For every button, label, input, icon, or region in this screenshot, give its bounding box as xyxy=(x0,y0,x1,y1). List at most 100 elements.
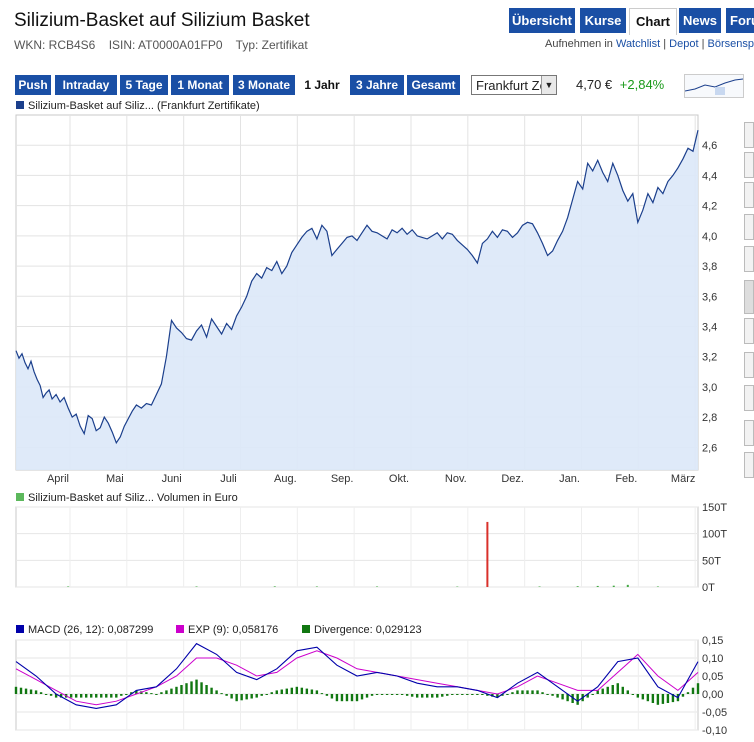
divergence-bar xyxy=(355,694,359,702)
divergence-bar xyxy=(95,694,98,698)
divergence-bar xyxy=(666,694,670,703)
boerse-link[interactable]: Börsensp xyxy=(707,38,754,50)
divergence-bar xyxy=(49,694,53,696)
draw-fib-tool-icon[interactable] xyxy=(744,182,754,208)
export-tool-icon[interactable] xyxy=(744,420,754,446)
macd-y-tick-label: 0,10 xyxy=(702,653,723,665)
divergence-bar xyxy=(215,690,218,694)
price-x-tick-label: Okt. xyxy=(389,473,409,485)
settings-tool-icon[interactable] xyxy=(744,352,754,378)
divergence-bar xyxy=(571,694,574,703)
divergence-bar xyxy=(300,687,304,694)
volume-bar xyxy=(626,584,629,587)
tab-forum[interactable]: Foru xyxy=(726,8,754,33)
exchange-select[interactable]: Frankfurt Zertifikate ▼ xyxy=(471,75,557,95)
range-gesamt[interactable]: Gesamt xyxy=(407,75,460,95)
divergence-bar xyxy=(105,694,108,698)
divergence-bar xyxy=(696,683,700,694)
reset-tool-icon[interactable] xyxy=(744,452,754,478)
divergence-bar xyxy=(385,694,389,695)
divergence-bar xyxy=(671,694,675,703)
chevron-down-icon[interactable]: ▼ xyxy=(541,76,556,94)
divergence-bar xyxy=(235,694,238,702)
print-tool-icon[interactable] xyxy=(744,385,754,411)
volume-y-tick-label: 50T xyxy=(702,555,721,567)
divergence-bar xyxy=(521,690,524,694)
divergence-bar xyxy=(541,692,544,694)
price-x-tick-label: Dez. xyxy=(501,473,524,485)
tab-news[interactable]: News xyxy=(679,8,721,33)
mini-chart-thumbnail[interactable] xyxy=(684,74,744,98)
price-y-tick-label: 4,4 xyxy=(702,170,717,182)
volume-bar xyxy=(538,586,541,587)
price-y-tick-label: 3,0 xyxy=(702,382,717,394)
volume-bar xyxy=(656,586,659,587)
volume-bar xyxy=(486,521,489,587)
divergence-bar xyxy=(165,690,168,694)
depot-link[interactable]: Depot xyxy=(669,38,699,50)
tab-chart[interactable]: Chart xyxy=(629,8,677,35)
type-text: Typ: Zertifikat xyxy=(235,38,308,52)
divergence-bar xyxy=(260,694,263,696)
divergence-bar xyxy=(315,690,319,694)
divergence-bar xyxy=(576,694,579,705)
price-x-tick-label: Aug. xyxy=(274,473,297,485)
price-y-tick-label: 3,8 xyxy=(702,261,717,273)
divergence-bar xyxy=(195,679,198,694)
divergence-bar xyxy=(365,694,369,698)
divergence-bar xyxy=(185,683,188,694)
price-x-tick-label: Feb. xyxy=(615,473,637,485)
range-push[interactable]: Push xyxy=(15,75,51,95)
tab-kurse[interactable]: Kurse xyxy=(580,8,626,33)
security-identifiers: WKN: RCB4S6 ISIN: AT0000A01FP0 Typ: Zert… xyxy=(14,38,318,52)
price-series-line xyxy=(15,129,699,445)
tab-uebersicht[interactable]: Übersicht xyxy=(509,8,575,33)
divergence-bar xyxy=(345,694,349,702)
range-3-jahre[interactable]: 3 Jahre xyxy=(350,75,404,95)
watchlist-link[interactable]: Watchlist xyxy=(615,38,661,50)
price-x-tick-label: Juli xyxy=(220,473,237,485)
exchange-select-value: Frankfurt Zertifikate xyxy=(476,78,544,93)
draw-text-tool-icon[interactable] xyxy=(744,280,754,314)
volume-y-tick-label: 0T xyxy=(702,582,715,594)
volume-legend-swatch xyxy=(16,493,24,501)
exp-series-line xyxy=(15,650,699,706)
divergence-bar xyxy=(310,689,314,694)
volume-bar xyxy=(576,586,579,587)
divergence-bar xyxy=(54,694,58,698)
divergence-bar xyxy=(476,694,479,695)
action-links: Aufnehmen in Watchlist | Depot | Börsens… xyxy=(545,38,754,50)
draw-arrow-tool-icon[interactable] xyxy=(744,246,754,272)
divergence-bar xyxy=(245,694,248,700)
draw-line-tool-icon[interactable] xyxy=(744,122,754,148)
divergence-bar xyxy=(546,694,549,695)
exp-legend-label: EXP (9): 0,058176 xyxy=(188,624,279,636)
wkn-text: WKN: RCB4S6 xyxy=(14,38,96,52)
zoom-tool-icon[interactable] xyxy=(744,318,754,344)
volume-bar xyxy=(612,585,615,587)
mini-chart-icon xyxy=(684,78,744,95)
divergence-bar xyxy=(601,688,604,694)
divergence-bar xyxy=(170,688,173,694)
range-1-monat[interactable]: 1 Monat xyxy=(171,75,229,95)
range-3-monate[interactable]: 3 Monate xyxy=(233,75,295,95)
macd-legend: MACD (26, 12): 0,087299 xyxy=(16,624,153,636)
range-5-tage[interactable]: 5 Tage xyxy=(120,75,168,95)
divergence-bar xyxy=(516,690,519,694)
divergence-bar xyxy=(566,694,569,702)
divergence-bar xyxy=(74,694,78,698)
macd-y-tick-label: 0,05 xyxy=(702,671,723,683)
range-1-jahr[interactable]: 1 Jahr xyxy=(298,75,346,95)
range-intraday[interactable]: Intraday xyxy=(55,75,117,95)
draw-vertical-tool-icon[interactable] xyxy=(744,152,754,178)
macd-legend-label: MACD (26, 12): 0,087299 xyxy=(28,624,154,636)
draw-marker-tool-icon[interactable] xyxy=(744,214,754,240)
divergence-bar xyxy=(436,694,439,698)
price-x-tick-label: April xyxy=(47,473,69,485)
price-y-tick-label: 2,8 xyxy=(702,412,717,424)
divergence-bar xyxy=(410,694,414,697)
divergence-bar xyxy=(110,694,113,698)
divergence-bar xyxy=(561,694,564,700)
price-legend-label: Silizium-Basket auf Siliz... (Frankfurt … xyxy=(28,100,260,112)
